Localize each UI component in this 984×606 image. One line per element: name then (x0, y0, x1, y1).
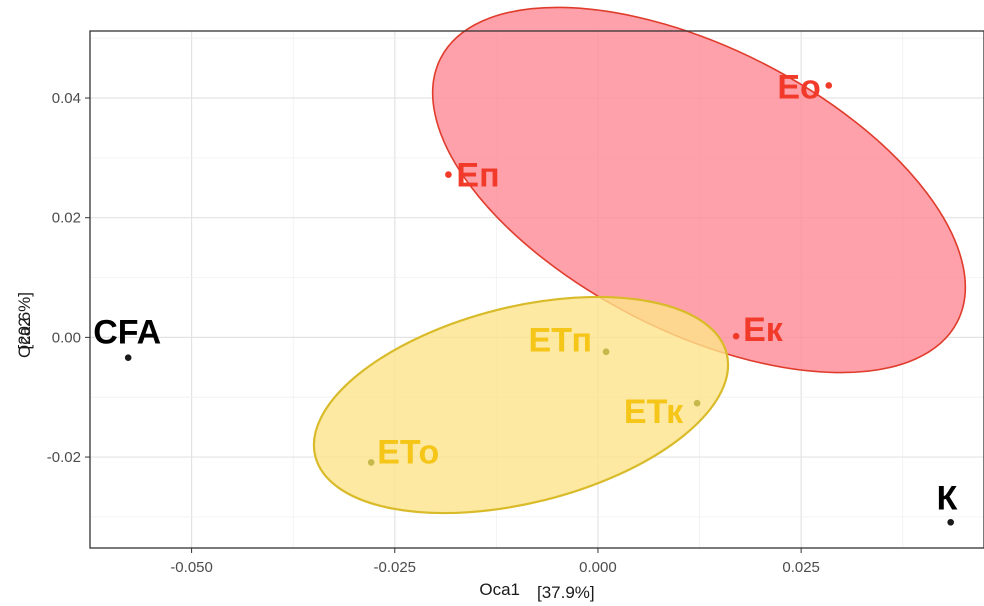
x-tick-label: -0.050 (170, 559, 213, 576)
y-tick-label: 0.00 (52, 329, 81, 346)
x-axis-title: Оса1 (479, 580, 520, 599)
point-0 (825, 82, 833, 89)
y-axis-title-pct: [20.6%] (15, 292, 34, 350)
point-label-1: Еп (456, 157, 499, 195)
point-5 (367, 459, 375, 466)
x-tick-label: 0.025 (782, 559, 820, 576)
x-tick-label: -0.025 (373, 559, 416, 576)
y-axis: -0.02 0.00 0.02 0.04 (47, 90, 90, 466)
ellipses (312, 6, 967, 515)
x-axis-title-pct: [37.9%] (537, 583, 595, 602)
point-label-5: ЕТо (377, 433, 439, 471)
point-6 (124, 354, 132, 362)
y-tick-label: 0.02 (52, 210, 81, 227)
point-label-4: ЕТк (624, 393, 684, 431)
point-label-3: ЕТп (529, 322, 593, 360)
point-label-7: К (937, 479, 958, 517)
point-label-0: Ео (777, 68, 820, 106)
panel-border (89, 30, 984, 549)
point-label-6: CFA (93, 314, 161, 352)
y-tick-label: -0.02 (47, 449, 81, 466)
point-1 (445, 171, 452, 178)
y-axis-title: Оса2 (15, 317, 34, 358)
point-7 (947, 518, 954, 526)
points: Ео Еп Ек ЕТп ЕТк ЕТо CFA К (93, 68, 958, 526)
point-label-2: Ек (743, 311, 784, 349)
x-axis: -0.050 -0.025 0.000 0.025 (170, 548, 820, 576)
x-tick-label: 0.000 (579, 559, 617, 576)
point-3 (602, 348, 610, 356)
point-4 (693, 399, 701, 407)
point-2 (732, 332, 740, 340)
ellipse-et (312, 295, 730, 515)
y-tick-label: 0.04 (52, 90, 81, 107)
